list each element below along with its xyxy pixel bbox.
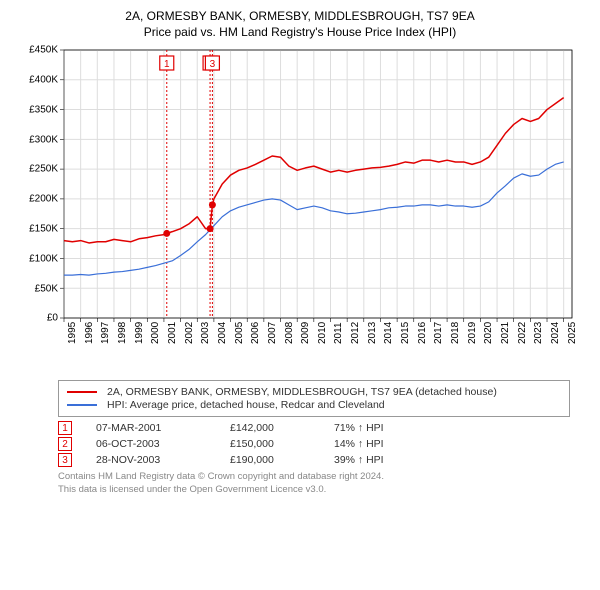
y-tick-label: £300K [29, 134, 58, 145]
x-tick-label: 2024 [550, 322, 561, 344]
x-tick-label: 2022 [517, 322, 528, 344]
x-tick-label: 2018 [450, 322, 461, 344]
y-tick-label: £400K [29, 75, 58, 86]
x-tick-label: 2023 [533, 322, 544, 344]
sale-row: 3 28-NOV-2003 £190,000 39% ↑ HPI [58, 453, 570, 467]
sale-marker-box: 3 [58, 453, 72, 467]
y-tick-label: £100K [29, 253, 58, 264]
chart-title: 2A, ORMESBY BANK, ORMESBY, MIDDLESBROUGH… [10, 8, 590, 40]
sale-marker-box: 2 [58, 437, 72, 451]
sale-hpi-delta: 14% ↑ HPI [334, 438, 424, 450]
x-tick-label: 2000 [150, 322, 161, 344]
y-tick-label: £250K [29, 164, 58, 175]
svg-text:1: 1 [164, 59, 170, 70]
x-tick-label: 1998 [117, 322, 128, 344]
x-tick-label: 2008 [284, 322, 295, 344]
x-tick-label: 2014 [383, 322, 394, 344]
x-tick-label: 2011 [333, 323, 344, 345]
x-tick-label: 2012 [350, 322, 361, 344]
x-tick-label: 1995 [67, 322, 78, 344]
x-tick-label: 2007 [267, 322, 278, 344]
x-tick-label: 2002 [184, 322, 195, 344]
x-tick-label: 2005 [234, 322, 245, 344]
sale-hpi-delta: 71% ↑ HPI [334, 422, 424, 434]
title-subtitle: Price paid vs. HM Land Registry's House … [10, 24, 590, 40]
sales-table: 1 07-MAR-2001 £142,000 71% ↑ HPI 2 06-OCT-200… [58, 421, 570, 467]
x-tick-label: 2021 [500, 322, 511, 344]
x-tick-label: 2025 [567, 322, 578, 344]
attribution-footer: Contains HM Land Registry data © Crown c… [58, 471, 570, 496]
x-tick-label: 2001 [167, 322, 178, 344]
x-tick-label: 2019 [467, 322, 478, 344]
x-tick-label: 2015 [400, 322, 411, 344]
footer-line-1: Contains HM Land Registry data © Crown c… [58, 471, 570, 483]
x-tick-label: 2016 [417, 322, 428, 344]
sale-row: 2 06-OCT-2003 £150,000 14% ↑ HPI [58, 437, 570, 451]
sale-date: 06-OCT-2003 [96, 438, 206, 450]
title-address: 2A, ORMESBY BANK, ORMESBY, MIDDLESBROUGH… [10, 8, 590, 24]
x-tick-label: 1999 [134, 322, 145, 344]
y-tick-label: £450K [29, 45, 58, 56]
legend: 2A, ORMESBY BANK, ORMESBY, MIDDLESBROUGH… [58, 380, 570, 417]
x-tick-label: 2004 [217, 322, 228, 344]
y-tick-label: £0 [47, 313, 58, 324]
plot-svg: 123 [20, 44, 580, 354]
chart-container: 2A, ORMESBY BANK, ORMESBY, MIDDLESBROUGH… [0, 0, 600, 502]
hpi-swatch [67, 404, 97, 406]
sale-row: 1 07-MAR-2001 £142,000 71% ↑ HPI [58, 421, 570, 435]
sale-price: £190,000 [230, 454, 310, 466]
y-tick-label: £150K [29, 224, 58, 235]
x-tick-label: 2013 [367, 322, 378, 344]
sale-date: 28-NOV-2003 [96, 454, 206, 466]
x-tick-label: 2010 [317, 322, 328, 344]
sale-price: £142,000 [230, 422, 310, 434]
legend-label: 2A, ORMESBY BANK, ORMESBY, MIDDLESBROUGH… [107, 386, 497, 398]
legend-label: HPI: Average price, detached house, Redc… [107, 399, 385, 411]
plot-area: 123 £0 £50K £100K £150K £200K £250K £300K £350K… [20, 44, 580, 374]
y-tick-label: £350K [29, 104, 58, 115]
sale-marker-box: 1 [58, 421, 72, 435]
legend-item: HPI: Average price, detached house, Redc… [67, 399, 561, 411]
sale-hpi-delta: 39% ↑ HPI [334, 454, 424, 466]
footer-line-2: This data is licensed under the Open Gov… [58, 484, 570, 496]
x-tick-label: 1997 [100, 322, 111, 344]
y-tick-label: £200K [29, 194, 58, 205]
sale-price: £150,000 [230, 438, 310, 450]
x-tick-label: 2020 [483, 322, 494, 344]
svg-text:3: 3 [210, 59, 216, 70]
x-tick-label: 2009 [300, 322, 311, 344]
y-tick-label: £50K [35, 283, 58, 294]
property-swatch [67, 391, 97, 393]
x-tick-label: 2017 [433, 322, 444, 344]
x-tick-label: 2003 [200, 322, 211, 344]
x-tick-label: 2006 [250, 322, 261, 344]
sale-date: 07-MAR-2001 [96, 422, 206, 434]
legend-item: 2A, ORMESBY BANK, ORMESBY, MIDDLESBROUGH… [67, 386, 561, 398]
x-tick-label: 1996 [84, 322, 95, 344]
